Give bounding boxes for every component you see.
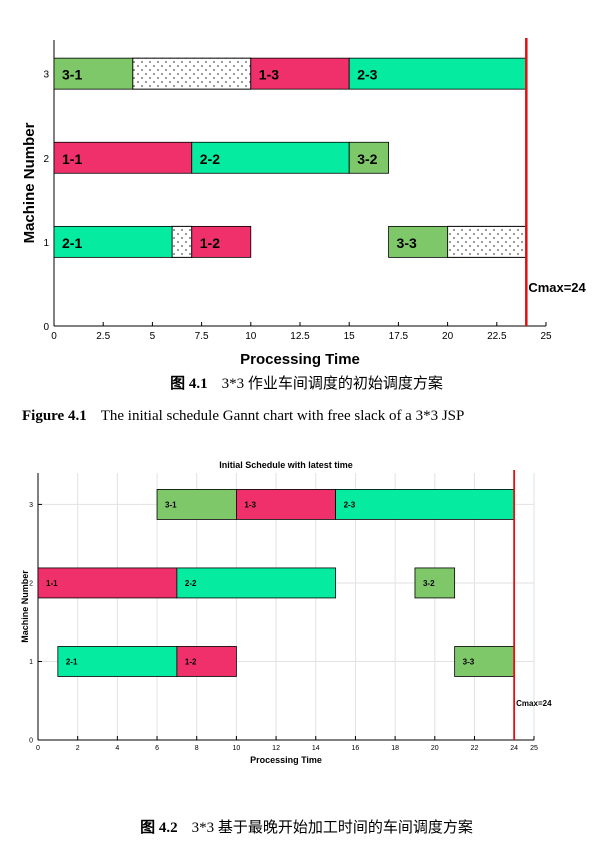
y-tick-label: 3 [43, 70, 49, 81]
x-tick-label: 17.5 [389, 331, 409, 342]
task-bar [156, 489, 237, 520]
y-tick-label: 1 [29, 659, 33, 666]
chart-title: Initial Schedule with latest time [219, 460, 353, 470]
task-bar-label: 1-2 [200, 235, 220, 251]
task-bar-label: 2-3 [357, 67, 377, 83]
x-tick-label: 25 [530, 745, 538, 752]
task-bar-label: 2-1 [62, 235, 82, 251]
y-axis-label: Machine Number [20, 570, 30, 643]
task-bar-label: 1-1 [46, 579, 58, 588]
x-tick-label: 7.5 [195, 331, 209, 342]
figure-4-1-number-cn: 图 4.1 [170, 376, 208, 392]
x-tick-label: 4 [115, 745, 119, 752]
cmax-label: Cmax=24 [528, 280, 586, 295]
task-bar-label: 2-1 [66, 657, 78, 666]
task-bar-label: 3-2 [357, 151, 377, 167]
task-bar-label: 1-2 [185, 657, 197, 666]
task-bar [53, 57, 134, 90]
y-tick-label: 0 [29, 738, 33, 745]
task-bar-label: 3-3 [463, 657, 475, 666]
task-bar-label: 3-1 [165, 500, 177, 509]
y-tick-label: 2 [43, 154, 49, 165]
task-bar-label: 1-1 [62, 151, 82, 167]
x-tick-label: 18 [391, 745, 399, 752]
x-axis-label: Processing Time [250, 755, 322, 765]
y-tick-label: 1 [43, 238, 49, 249]
task-bar [335, 489, 515, 520]
x-tick-label: 8 [195, 745, 199, 752]
x-tick-label: 22.5 [487, 331, 507, 342]
figure-4-1-number-en: Figure 4.1 [22, 408, 87, 424]
task-bar-label: 2-3 [344, 500, 356, 509]
task-bar [414, 567, 456, 599]
slack-bar [171, 225, 193, 258]
x-tick-label: 24 [510, 745, 518, 752]
y-tick-label: 3 [29, 502, 33, 509]
x-tick-label: 22 [471, 745, 479, 752]
figure-4-2-number-cn: 图 4.2 [140, 820, 178, 836]
x-tick-label: 14 [312, 745, 320, 752]
task-bar [176, 567, 337, 599]
x-tick-label: 25 [540, 331, 552, 342]
task-bar-label: 2-2 [200, 151, 220, 167]
x-tick-label: 0 [51, 331, 57, 342]
figure-4-1-caption-cn: 图 4.1 3*3 作业车间调度的初始调度方案 [0, 372, 613, 393]
task-bar [348, 141, 389, 174]
y-axis-label: Machine Number [21, 122, 38, 243]
task-bar [176, 646, 237, 677]
cmax-label: Cmax=24 [516, 699, 552, 708]
task-bar [37, 567, 178, 599]
x-tick-label: 10 [233, 745, 241, 752]
task-bar [53, 225, 173, 258]
task-bar [250, 57, 350, 90]
task-bar-label: 1-3 [244, 500, 256, 509]
slack-bar [447, 225, 527, 258]
task-bar-label: 3-1 [62, 67, 82, 83]
task-bar-label: 2-2 [185, 579, 197, 588]
figure-4-1-caption-en: Figure 4.1 The initial schedule Gannt cha… [22, 408, 602, 425]
task-bar-label: 1-3 [259, 67, 279, 83]
x-tick-label: 6 [155, 745, 159, 752]
x-axis-label: Processing Time [240, 351, 360, 368]
y-tick-label: 2 [29, 580, 33, 587]
x-tick-label: 5 [150, 331, 156, 342]
x-tick-label: 10 [245, 331, 257, 342]
x-tick-label: 15 [344, 331, 356, 342]
task-bar [388, 225, 448, 258]
x-tick-label: 2.5 [96, 331, 110, 342]
figure-4-2-caption-cn: 图 4.2 3*3 基于最晚开始加工时间的车间调度方案 [0, 816, 613, 837]
task-bar-label: 3-3 [397, 235, 417, 251]
task-bar [57, 646, 178, 677]
x-tick-label: 16 [352, 745, 360, 752]
task-bar [348, 57, 527, 90]
task-bar [191, 225, 252, 258]
x-tick-label: 2 [76, 745, 80, 752]
x-tick-label: 12.5 [290, 331, 310, 342]
x-tick-label: 12 [272, 745, 280, 752]
task-bar-label: 3-2 [423, 579, 435, 588]
x-tick-label: 0 [36, 745, 40, 752]
x-tick-label: 20 [431, 745, 439, 752]
figure-4-1-text-en: The initial schedule Gannt chart with fr… [100, 408, 465, 424]
y-tick-label: 0 [43, 322, 49, 333]
figure-4-2-text-cn: 3*3 基于最晚开始加工时间的车间调度方案 [191, 820, 473, 836]
x-tick-label: 20 [442, 331, 454, 342]
slack-bar [132, 57, 252, 90]
gantt-chart-initial-schedule: 0 2.5 5 7.5 10 12.5 15 17.5 20 22.5 25 0 1 2 3 Processi… [21, 38, 587, 368]
figure-4-1-text-cn: 3*3 作业车间调度的初始调度方案 [221, 376, 443, 392]
task-bar [454, 646, 515, 677]
